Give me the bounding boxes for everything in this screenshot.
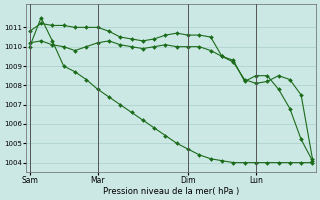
X-axis label: Pression niveau de la mer( hPa ): Pression niveau de la mer( hPa ): [103, 187, 239, 196]
